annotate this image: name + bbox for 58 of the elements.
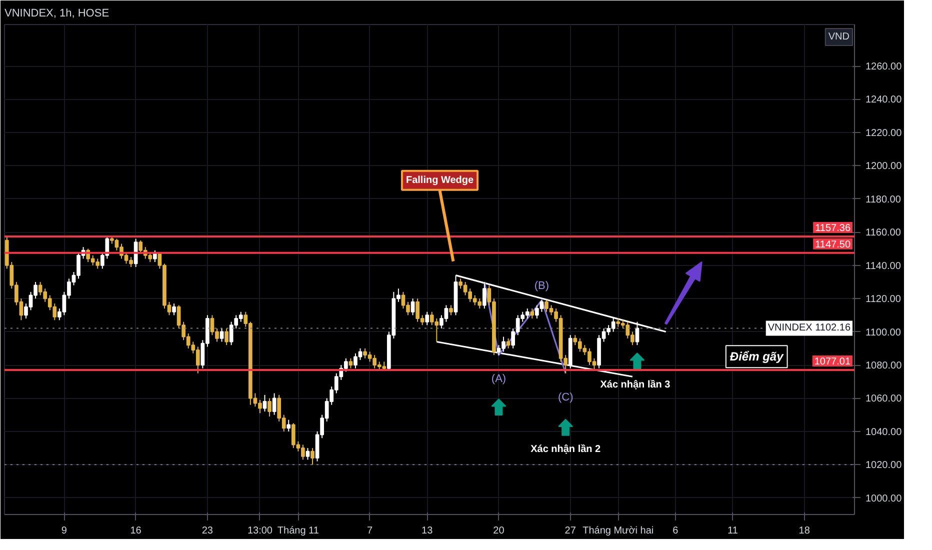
x-tick-label: 23 — [202, 526, 214, 536]
y-tick-label: 1040.00 — [866, 426, 902, 438]
y-tick-label: 1220.00 — [866, 128, 902, 139]
annotation: VND — [828, 32, 850, 42]
candlestick — [172, 303, 176, 316]
candlestick — [310, 448, 314, 466]
y-tick-label: 1240.00 — [866, 94, 902, 106]
y-tick-label: 1060.00 — [866, 394, 902, 405]
candlestick — [348, 358, 353, 369]
annotation: Điểm gãy — [730, 350, 785, 364]
annotation: (A) — [491, 373, 506, 386]
y-tick-label: 1080.00 — [866, 360, 902, 372]
x-tick-label: Tháng Mười hai — [582, 526, 654, 536]
x-tick-label: 27 — [564, 526, 576, 536]
candlestick — [268, 398, 272, 417]
candlestick — [286, 419, 291, 432]
annotation: Xác nhận lần 2 — [530, 444, 602, 455]
annotation: (C) — [558, 391, 574, 404]
x-tick-label: 7 — [367, 526, 374, 536]
x-tick-label: 11 — [728, 526, 738, 536]
candlestick — [410, 298, 415, 316]
y-tick-label: 1000.00 — [866, 493, 902, 504]
candlestick — [262, 394, 267, 412]
y-tick-label: 1160.00 — [866, 228, 902, 239]
candlestick — [482, 281, 486, 310]
candlestick — [306, 448, 310, 460]
candlestick — [224, 328, 228, 346]
y-tick-label: 1260.00 — [866, 62, 902, 73]
x-tick-label: 16 — [130, 526, 142, 536]
y-tick-label: 1020.00 — [866, 460, 902, 472]
ref-line-label: VNINDEX 1102.16 — [768, 322, 851, 334]
candlestick — [425, 311, 430, 326]
annotation: (B) — [534, 280, 550, 292]
y-tick-label: 1180.00 — [866, 194, 902, 206]
candlestick — [134, 238, 138, 268]
candlestick — [152, 250, 157, 263]
annotation: Xác nhận lần 3 — [600, 380, 671, 391]
line-series — [484, 281, 566, 374]
candlestick — [530, 308, 534, 319]
x-tick-label: Tháng 11 — [277, 526, 320, 536]
candlestick — [272, 392, 276, 416]
x-tick-label: 18 — [798, 526, 810, 536]
x-tick-label: 13:00 — [247, 526, 273, 536]
candlestick — [449, 304, 453, 316]
y-tick-label: 1120.00 — [866, 294, 902, 306]
y-tick-label: 1200.00 — [866, 161, 902, 172]
x-tick-label: 20 — [493, 526, 505, 536]
x-tick-label: 13 — [422, 526, 434, 536]
ref-line-label: 1077.01 — [814, 356, 851, 368]
candlestick — [220, 328, 224, 342]
x-tick-label: 6 — [672, 526, 679, 536]
ref-line-label: 1147.50 — [815, 239, 851, 250]
annotation: Falling Wedge — [406, 174, 474, 186]
y-tick-label: 1140.00 — [866, 260, 902, 272]
x-tick-label: 9 — [61, 526, 68, 536]
chart-title: VNINDEX, 1h, HOSE — [4, 8, 110, 20]
ref-line-label: 1157.36 — [815, 223, 851, 234]
y-tick-label: 1100.00 — [866, 327, 902, 338]
